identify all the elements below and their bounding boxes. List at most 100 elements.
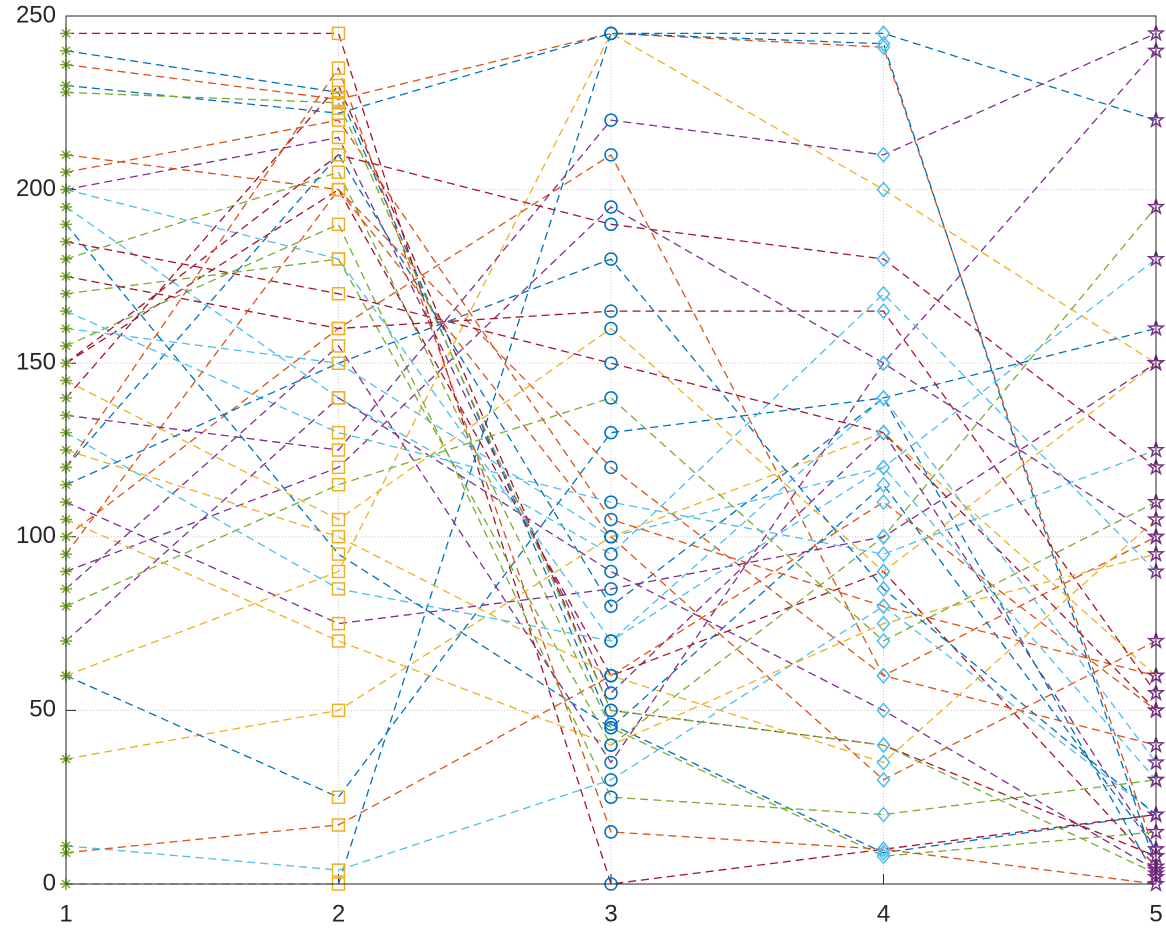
marker	[331, 148, 346, 162]
series-line	[65, 327, 1157, 781]
series-line	[65, 154, 1157, 468]
marker	[331, 790, 346, 804]
series-line	[65, 206, 1157, 572]
marker	[604, 391, 618, 405]
marker	[876, 736, 891, 754]
y-tick-label: 200	[16, 175, 56, 202]
series-line	[65, 344, 1157, 764]
y-tick-label: 250	[16, 1, 56, 28]
marker	[331, 287, 346, 301]
marker	[331, 564, 346, 579]
y-tick-label: 50	[29, 696, 56, 723]
marker	[604, 790, 618, 804]
marker	[876, 848, 891, 865]
x-tick-label: 1	[59, 900, 72, 927]
marker	[876, 771, 891, 788]
marker	[331, 460, 346, 475]
marker	[331, 130, 346, 145]
marker	[876, 302, 891, 320]
y-tick-label: 100	[16, 522, 56, 549]
marker	[876, 424, 891, 441]
marker	[604, 512, 618, 527]
series-line	[65, 501, 1157, 854]
marker	[604, 200, 618, 214]
marker	[604, 495, 618, 509]
marker	[876, 35, 891, 52]
marker	[331, 321, 346, 336]
marker	[876, 528, 891, 545]
y-tick-label: 150	[16, 349, 56, 376]
marker	[876, 476, 891, 493]
marker	[876, 598, 891, 615]
marker	[604, 717, 618, 732]
x-tick-label: 5	[1149, 900, 1162, 927]
marker	[876, 580, 891, 598]
marker	[331, 877, 346, 891]
plot-area	[66, 16, 1156, 884]
series-line	[65, 258, 1157, 816]
series-line	[65, 223, 1157, 816]
series-line	[65, 136, 1157, 850]
marker	[876, 546, 891, 563]
marker	[331, 113, 346, 127]
marker	[604, 668, 618, 683]
series-line	[65, 153, 1157, 677]
marker	[876, 702, 891, 719]
series-line	[65, 32, 1157, 867]
marker	[604, 26, 618, 41]
marker	[876, 285, 891, 302]
marker	[331, 530, 346, 544]
marker	[604, 460, 618, 475]
series-line	[65, 431, 1157, 760]
marker	[876, 355, 891, 372]
marker	[876, 250, 891, 268]
marker	[876, 563, 891, 580]
series-line	[65, 518, 1157, 746]
series-line	[65, 32, 1157, 451]
marker	[604, 425, 618, 440]
x-tick-label: 4	[877, 900, 890, 927]
marker	[331, 96, 346, 110]
marker	[604, 113, 618, 127]
series-line	[65, 154, 1157, 746]
series-line	[65, 327, 1157, 799]
marker	[331, 616, 346, 631]
marker	[604, 321, 618, 336]
marker	[331, 818, 346, 832]
marker	[876, 844, 891, 861]
marker	[331, 863, 346, 877]
marker	[876, 181, 891, 198]
marker	[331, 425, 346, 440]
axes-box	[65, 15, 1157, 885]
series-line	[65, 188, 1157, 763]
marker	[331, 78, 346, 93]
series-line	[65, 397, 1157, 642]
marker	[604, 564, 618, 579]
marker	[331, 547, 346, 561]
marker	[331, 703, 346, 718]
series-line	[65, 241, 1157, 711]
marker	[331, 217, 346, 232]
series-line	[65, 327, 1157, 573]
marker	[876, 615, 891, 632]
series-line	[65, 188, 1157, 868]
marker	[604, 217, 618, 232]
marker	[331, 61, 346, 75]
marker	[876, 667, 891, 684]
series-line	[65, 223, 1157, 850]
x-tick-label: 2	[332, 900, 345, 927]
marker	[331, 252, 346, 266]
series-line	[65, 171, 1157, 857]
marker	[876, 39, 891, 56]
marker	[876, 632, 891, 650]
series-line	[65, 119, 1157, 677]
marker	[604, 634, 618, 648]
series-line	[65, 397, 1157, 871]
marker	[604, 582, 618, 596]
series-line	[65, 258, 1157, 642]
marker	[331, 391, 346, 405]
y-tick-label: 0	[43, 869, 56, 896]
series-line	[65, 153, 1157, 878]
